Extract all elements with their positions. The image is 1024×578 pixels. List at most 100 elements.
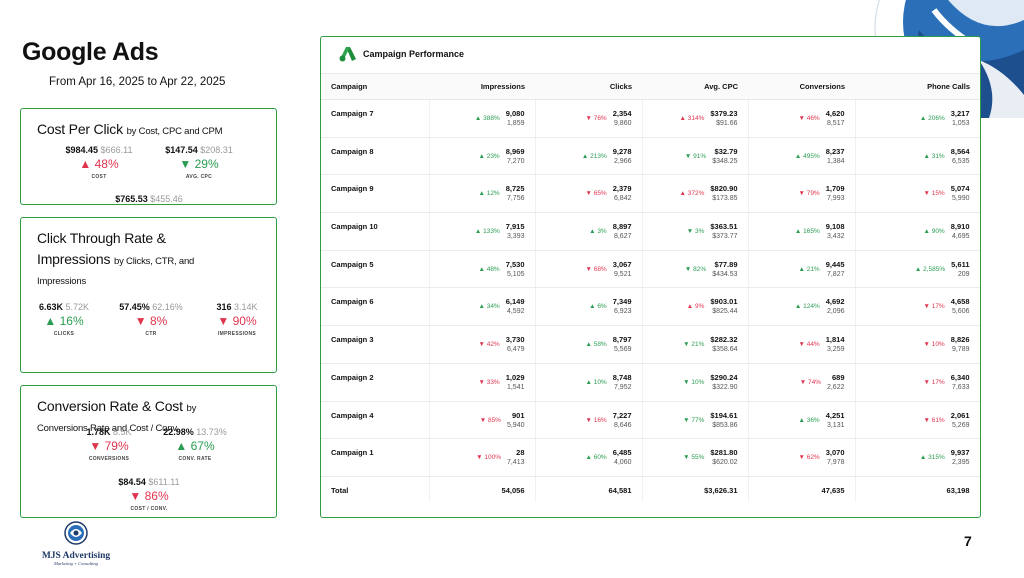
- metric-previous: 62.16%: [152, 302, 183, 312]
- change-percent: ▼ 44%: [798, 341, 819, 348]
- cell-content: ▲ 48% 7,530 5,105: [440, 259, 525, 280]
- date-range: From Apr 16, 2025 to Apr 22, 2025: [49, 76, 226, 88]
- value-pair: 1,029 1,541: [506, 373, 525, 393]
- panel-header: Campaign Performance: [321, 37, 980, 71]
- metric-cell: ▲ 90% 8,910 4,695: [855, 212, 980, 251]
- value-pair: 901 5,940: [507, 411, 525, 431]
- previous-value: 5,569: [613, 346, 632, 354]
- change-percent: ▲ 36%: [798, 417, 819, 424]
- change-percent: ▲ 90%: [923, 228, 944, 235]
- change-percent: ▲ 34%: [478, 303, 499, 310]
- current-value: 8,897: [612, 222, 632, 232]
- total-value: 47,635: [748, 476, 856, 503]
- metric-change: ▼ 8%: [111, 314, 191, 328]
- change-percent-value: 10%: [691, 378, 705, 386]
- cell-content: ▲ 133% 7,915 3,393: [440, 222, 525, 242]
- table-row[interactable]: Campaign 1 ▼ 100% 28 7,413 ▲ 60% 6,485 4,060 ▼ …: [321, 438, 980, 477]
- previous-value: 4,060: [613, 459, 632, 467]
- previous-value: 5,105: [506, 270, 525, 278]
- value-pair: 9,080 1,859: [506, 109, 525, 129]
- table-row[interactable]: Campaign 7 ▲ 388% 9,080 1,859 ▼ 76% 2,354 9,86…: [321, 99, 980, 138]
- value-pair: $820.90 $173.85: [710, 184, 737, 204]
- campaign-name-cell: Campaign 3: [321, 325, 430, 364]
- cell-content: ▲ 206% 3,217 1,053: [866, 109, 970, 129]
- arrow-up-icon: ▲: [175, 439, 188, 453]
- change-percent: ▼ 68%: [585, 266, 606, 273]
- change-percent: ▼ 100%: [476, 454, 501, 461]
- previous-value: $173.85: [712, 195, 738, 203]
- cell-content: ▼ 61% 2,061 5,269: [866, 411, 969, 431]
- change-percent: ▼ 10%: [923, 341, 944, 348]
- cell-content: ▲ 124% 4,692 2,096: [759, 297, 845, 317]
- metric-value: 57.45%: [119, 302, 150, 312]
- column-header-avg-cpc[interactable]: Avg. CPC: [642, 73, 748, 100]
- metric-cell: ▲ 58% 8,797 5,569: [535, 325, 643, 364]
- metric-value: $84.54: [118, 477, 146, 487]
- arrow-down-icon: ▼: [683, 416, 690, 424]
- arrow-up-icon: ▲: [919, 115, 927, 122]
- change-percent-value: 17%: [931, 378, 945, 386]
- value-pair: 5,611 209: [951, 260, 969, 280]
- metric-previous: $666.11: [100, 145, 133, 155]
- value-pair: 689 2,622: [827, 373, 845, 393]
- change-percent: ▼ 33%: [478, 379, 499, 386]
- current-value: 3,070: [825, 448, 845, 458]
- cell-content: ▼ 15% 5,074 5,990: [866, 184, 969, 204]
- column-header-campaign[interactable]: Campaign: [321, 73, 429, 100]
- column-header-conversions[interactable]: Conversions: [748, 73, 855, 100]
- arrow-down-icon: ▼: [798, 190, 805, 198]
- table-row[interactable]: Campaign 5 ▲ 48% 7,530 5,105 ▼ 68% 3,067 9,521…: [321, 250, 980, 289]
- change-percent: ▲ 495%: [795, 153, 820, 160]
- current-value: 2,379: [612, 184, 632, 194]
- value-pair: 8,564 6,535: [951, 147, 970, 167]
- card-title-text: Click Through Rate &: [37, 230, 166, 246]
- metric-cell: ▲ 133% 7,915 3,393: [429, 212, 536, 251]
- change-percent-value: 34%: [486, 303, 500, 311]
- metric-cell: ▼ 44% 1,814 3,259: [748, 325, 856, 364]
- value-pair: 6,340 7,633: [951, 373, 970, 393]
- previous-value: 2,966: [613, 157, 632, 165]
- change-percent-value: 33%: [486, 378, 500, 386]
- arrow-up-icon: ▲: [794, 152, 802, 160]
- change-percent-value: 15%: [931, 190, 945, 198]
- column-header-phone-calls[interactable]: Phone Calls: [855, 73, 980, 100]
- arrow-down-icon: ▼: [585, 416, 592, 424]
- metric-cell: ▲ 34% 6,149 4,592: [429, 287, 536, 327]
- table-row[interactable]: Campaign 2 ▼ 33% 1,029 1,541 ▲ 10% 8,748 7,952…: [321, 363, 980, 402]
- change-percent: ▼ 91%: [685, 153, 706, 160]
- value-pair: 7,915 3,393: [506, 222, 525, 242]
- arrow-up-icon: ▲: [585, 454, 592, 462]
- current-value: 7,530: [505, 259, 525, 269]
- metric-cell: ▼ 21% $282.32 $358.64: [642, 325, 749, 364]
- table-row[interactable]: Campaign 8 ▲ 23% 8,969 7,270 ▲ 213% 9,278 2,96…: [321, 137, 980, 176]
- change-percent-value: 372%: [687, 190, 705, 198]
- value-pair: 3,067 9,521: [613, 260, 632, 280]
- column-header-impressions[interactable]: Impressions: [429, 73, 535, 100]
- arrow-down-icon: ▼: [686, 228, 694, 236]
- arrow-up-icon: ▲: [794, 228, 802, 236]
- previous-value: 2,622: [826, 383, 845, 391]
- arrow-down-icon: ▼: [478, 378, 485, 386]
- cell-content: ▼ 46% 4,620 8,517: [759, 109, 844, 129]
- table-row[interactable]: Campaign 6 ▲ 34% 6,149 4,592 ▲ 6% 7,349 6,923 ▲…: [321, 287, 980, 327]
- change-percent: ▲ 124%: [795, 303, 820, 310]
- previous-value: $348.25: [712, 157, 738, 165]
- current-value: 8,910: [950, 222, 970, 232]
- metric-change-value: 67%: [190, 439, 215, 453]
- arrow-up-icon: ▲: [679, 190, 686, 198]
- campaign-table: Campaign Impressions Clicks Avg. CPC Con…: [321, 73, 980, 503]
- metric-cell: ▼ 65% 2,379 6,842: [535, 174, 643, 214]
- metric-label: COST / CONV.: [130, 506, 168, 512]
- metric-cell: ▼ 10% 8,826 9,789: [855, 325, 980, 364]
- cell-content: ▲ 388% 9,080 1,859: [440, 109, 525, 129]
- table-row[interactable]: Campaign 9 ▲ 12% 8,725 7,756 ▼ 65% 2,379 6,842…: [321, 174, 980, 214]
- arrow-up-icon: ▲: [44, 314, 57, 328]
- previous-value: 6,479: [506, 346, 525, 354]
- metric-previous: 8.5K: [113, 427, 132, 437]
- column-header-clicks[interactable]: Clicks: [535, 73, 642, 100]
- table-row[interactable]: Campaign 3 ▼ 42% 3,730 6,479 ▲ 58% 8,797 5,569…: [321, 325, 980, 364]
- card-title-text-2: Impressions: [37, 251, 111, 267]
- change-percent-value: 165%: [803, 228, 820, 236]
- table-row[interactable]: Campaign 4 ▼ 85% 901 5,940 ▼ 16% 7,227 8,646 ▼ …: [321, 401, 980, 440]
- table-row[interactable]: Campaign 10 ▲ 133% 7,915 3,393 ▲ 3% 8,897 8,62…: [321, 212, 980, 251]
